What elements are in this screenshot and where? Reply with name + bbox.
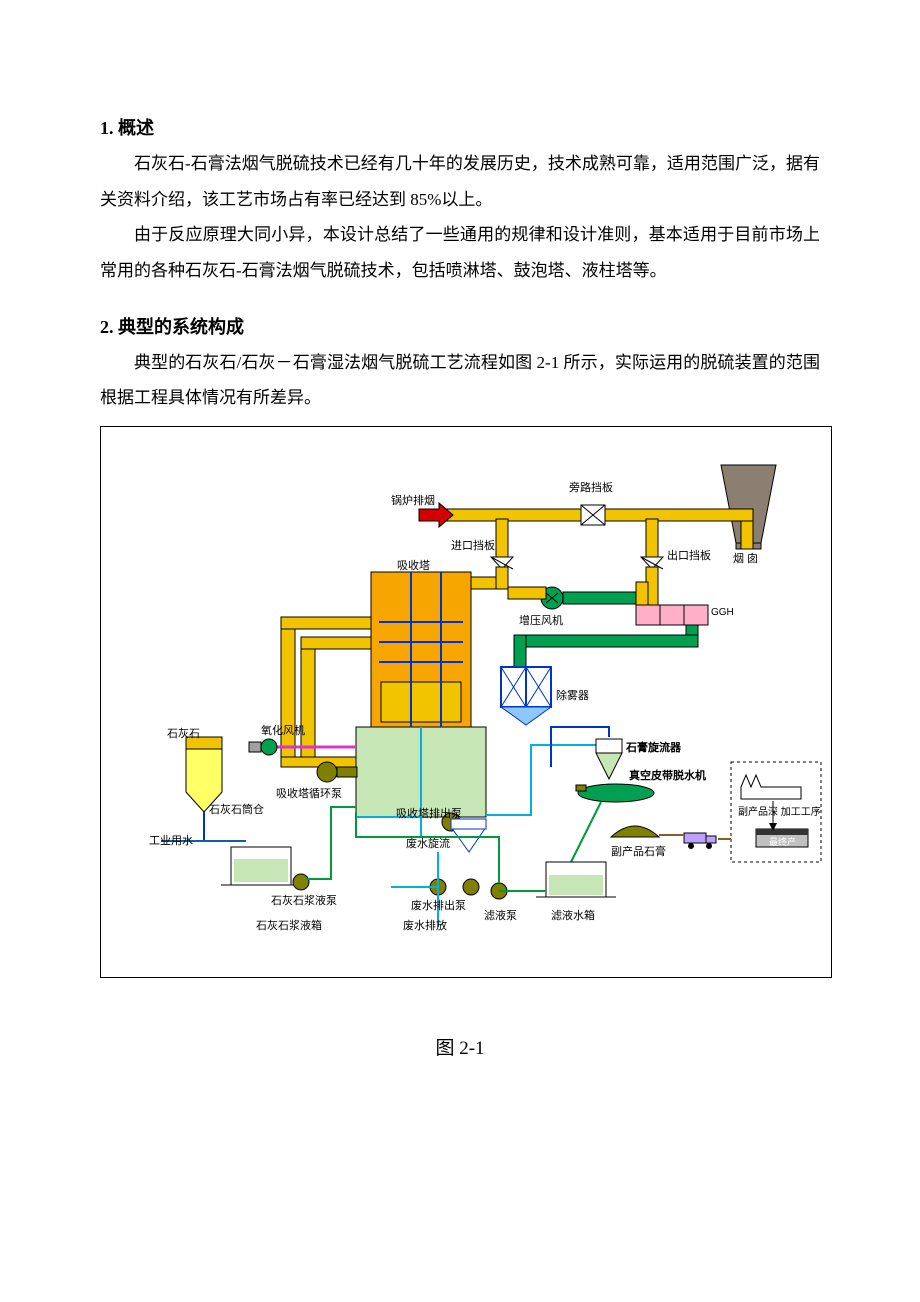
label-filttank: 滤液水箱 [551,907,595,923]
label-oxfan: 氧化风机 [261,722,305,738]
heading-1: 1. 概述 [100,110,820,146]
label-slurrytank: 石灰石浆液箱 [256,917,322,933]
paragraph-2: 由于反应原理大同小异，本设计总结了一些通用的规律和设计准则，基本适用于目前市场上… [100,217,820,288]
label-boiler: 锅炉排烟 [391,492,435,508]
label-absorber: 吸收塔 [397,557,430,573]
heading-2: 2. 典型的系统构成 [100,309,820,345]
label-booster: 增压风机 [519,612,563,628]
label-silo: 石灰石筒仓 [209,801,264,817]
label-gypcyc: 石膏旋流器 [626,739,681,755]
label-demister: 除雾器 [556,687,589,703]
label-bygyp: 副产品石膏 [611,843,666,859]
paragraph-1: 石灰石-石膏法烟气脱硫技术已经有几十年的发展历史，技术成熟可靠，适用范围广泛，据… [100,146,820,217]
label-beltfilter: 真空皮带脱水机 [629,767,706,783]
label-wwdisc: 废水排放 [403,917,447,933]
page: 1. 概述 石灰石-石膏法烟气脱硫技术已经有几十年的发展历史，技术成熟可靠，适用… [0,0,920,1302]
label-circpump: 吸收塔循环泵 [276,785,342,801]
label-bypass: 旁路挡板 [569,479,613,495]
paragraph-3: 典型的石灰石/石灰－石膏湿法烟气脱硫工艺流程如图 2-1 所示，实际运用的脱硫装… [100,345,820,416]
figure-caption: 图 2-1 [100,1033,820,1060]
label-inlet: 进口挡板 [451,537,495,553]
label-wwcyc: 废水旋流 [406,835,450,851]
label-outlet: 出口挡板 [667,547,711,563]
process-flow-diagram: 锅炉排烟 旁路挡板 进口挡板 出口挡板 烟 囱 吸收塔 增压风机 GGH 除雾器… [100,426,832,978]
diagram-svg [101,427,831,977]
label-ggh: GGH [711,607,734,618]
label-dispump: 吸收塔排出泵 [396,805,462,821]
label-wwpump: 废水排出泵 [411,897,466,913]
label-slurrypump: 石灰石浆液泵 [271,892,337,908]
label-proc: 副产品深 加工工序 [738,803,821,818]
label-filtpump: 滤液泵 [484,907,517,923]
label-final: 最终产 [769,835,796,848]
label-limestone: 石灰石 [167,725,200,741]
label-indwater: 工业用水 [149,832,193,848]
label-chimney: 烟 囱 [733,550,758,566]
